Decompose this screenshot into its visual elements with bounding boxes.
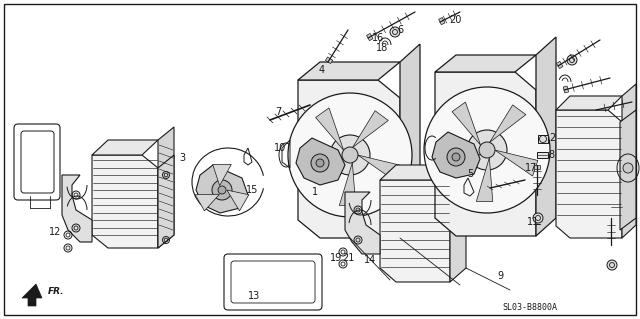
Text: 18: 18 (376, 43, 388, 53)
Circle shape (479, 142, 495, 158)
Text: 11: 11 (527, 217, 539, 227)
Polygon shape (556, 61, 563, 69)
Polygon shape (299, 160, 344, 176)
Text: 16: 16 (372, 33, 384, 43)
Text: 5: 5 (467, 169, 473, 179)
Polygon shape (92, 155, 158, 248)
Polygon shape (380, 165, 450, 180)
Polygon shape (196, 165, 248, 213)
Text: 2: 2 (549, 133, 555, 143)
Polygon shape (298, 62, 400, 80)
Text: 8: 8 (548, 150, 554, 160)
Circle shape (623, 163, 633, 173)
Text: 1: 1 (312, 187, 318, 197)
Polygon shape (316, 108, 344, 150)
Polygon shape (195, 194, 220, 211)
Text: 6: 6 (397, 25, 403, 35)
Polygon shape (622, 84, 636, 238)
Polygon shape (432, 132, 480, 178)
Bar (537, 152, 548, 158)
Text: 3: 3 (179, 153, 185, 163)
Polygon shape (435, 55, 536, 72)
Polygon shape (298, 80, 400, 238)
Circle shape (579, 97, 589, 107)
Polygon shape (435, 155, 481, 171)
Polygon shape (450, 152, 466, 282)
Polygon shape (296, 138, 345, 185)
Circle shape (567, 55, 577, 65)
Polygon shape (556, 110, 622, 238)
Circle shape (212, 180, 232, 200)
Polygon shape (435, 72, 536, 236)
Polygon shape (358, 155, 400, 181)
Circle shape (330, 135, 370, 175)
Polygon shape (438, 18, 445, 25)
Text: 14: 14 (364, 255, 376, 265)
Circle shape (452, 153, 460, 161)
Polygon shape (534, 165, 540, 169)
Text: SL03-B8800A: SL03-B8800A (502, 303, 557, 313)
Text: 19: 19 (330, 253, 342, 263)
Polygon shape (339, 163, 356, 205)
Circle shape (424, 87, 550, 213)
Bar (611, 204, 622, 210)
Circle shape (342, 147, 358, 163)
Polygon shape (367, 33, 373, 41)
Polygon shape (452, 102, 481, 145)
Text: 17: 17 (525, 163, 537, 173)
Polygon shape (158, 127, 174, 248)
Circle shape (447, 148, 465, 166)
Polygon shape (595, 106, 600, 113)
Circle shape (467, 130, 507, 170)
Text: 4: 4 (319, 65, 325, 75)
Polygon shape (490, 105, 526, 142)
Polygon shape (326, 57, 333, 63)
Polygon shape (227, 190, 249, 211)
Polygon shape (495, 150, 538, 176)
Text: 15: 15 (246, 185, 258, 195)
Text: 9: 9 (497, 271, 503, 281)
Text: 13: 13 (248, 291, 260, 301)
Polygon shape (212, 164, 231, 186)
Polygon shape (158, 155, 174, 248)
Circle shape (311, 154, 329, 172)
Text: FR.: FR. (48, 287, 65, 296)
Circle shape (288, 93, 412, 217)
Polygon shape (345, 192, 380, 254)
Polygon shape (620, 110, 636, 230)
Bar (612, 188, 622, 196)
Polygon shape (608, 218, 614, 222)
Polygon shape (353, 111, 388, 147)
Text: 21: 21 (342, 253, 354, 263)
Polygon shape (62, 175, 92, 242)
Polygon shape (563, 86, 568, 93)
Circle shape (607, 260, 617, 270)
Polygon shape (92, 140, 158, 155)
Polygon shape (556, 96, 622, 110)
Polygon shape (476, 158, 493, 202)
Circle shape (533, 213, 543, 223)
Circle shape (218, 186, 226, 194)
Polygon shape (400, 44, 420, 238)
Text: 7: 7 (275, 107, 281, 117)
Polygon shape (536, 37, 556, 236)
Text: 12: 12 (49, 227, 61, 237)
Circle shape (390, 27, 400, 37)
Polygon shape (380, 180, 450, 282)
Circle shape (316, 159, 324, 167)
Polygon shape (22, 284, 42, 306)
Bar (538, 135, 548, 143)
Text: 20: 20 (449, 15, 461, 25)
Text: 10: 10 (274, 143, 286, 153)
